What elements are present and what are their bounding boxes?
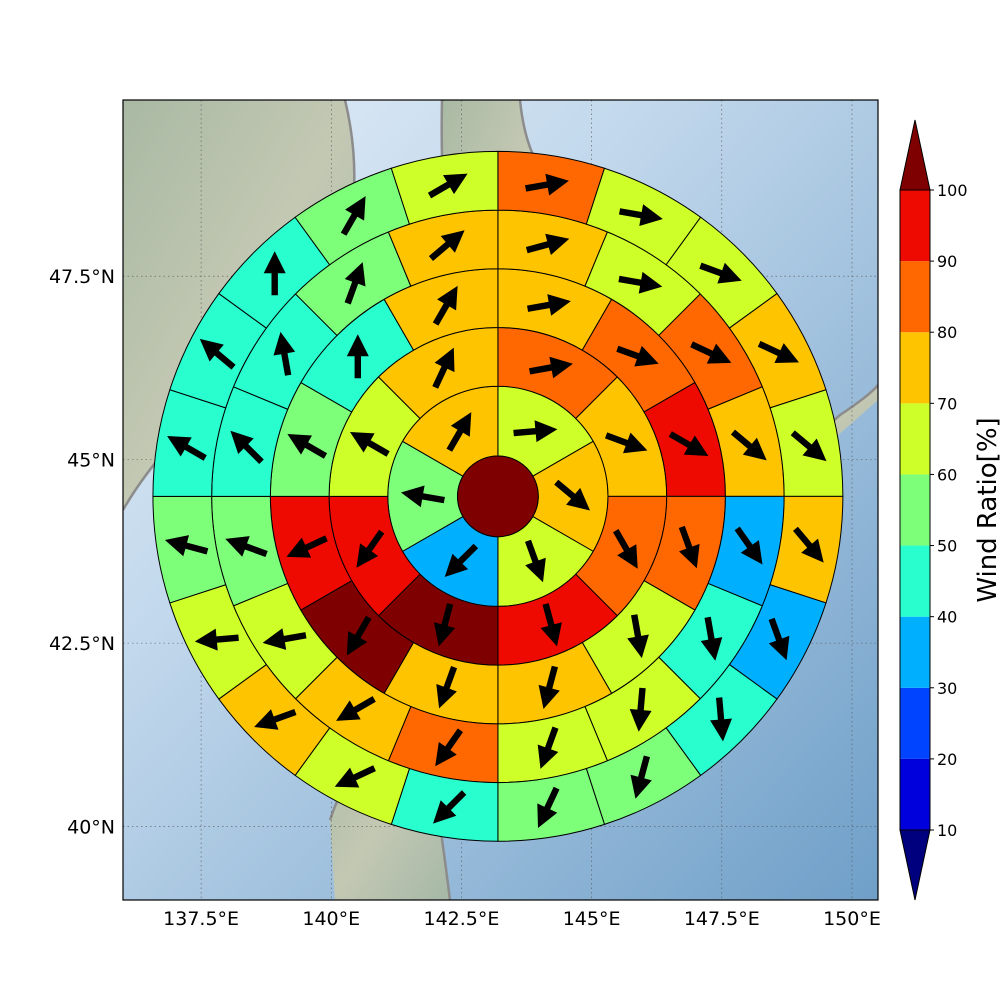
- wind-arrow: [428, 230, 465, 261]
- colorbar-band: [900, 403, 930, 475]
- wind-arrow: [262, 628, 307, 650]
- wind-arrow: [525, 539, 546, 583]
- wind-arrow: [444, 543, 479, 577]
- wind-arrow: [668, 431, 709, 456]
- wind-arrow: [167, 436, 207, 461]
- wind-arrow: [627, 614, 649, 659]
- wind-arrow: [700, 616, 723, 661]
- wind-arrow: [436, 666, 458, 709]
- map-border: [122, 99, 879, 901]
- wind-arrow: [537, 786, 560, 828]
- wind-arrow: [199, 338, 236, 370]
- lat-tick-label: 40°N: [67, 817, 115, 839]
- colorbar-band: [900, 474, 930, 546]
- colorbar-label: Wind Ratio[%]: [973, 417, 1000, 602]
- wind-arrow: [286, 535, 328, 558]
- wind-arrow: [334, 765, 376, 788]
- wind-arrow: [734, 526, 763, 565]
- wind-arrow: [678, 525, 700, 569]
- wind-arrow: [254, 709, 297, 730]
- lat-tick-label: 42.5°N: [49, 633, 115, 655]
- wind-arrow: [273, 331, 296, 376]
- wind-arrow: [194, 628, 239, 651]
- lon-tick-label: 142.5°E: [423, 908, 499, 930]
- wind-arrow: [446, 412, 472, 452]
- wind-arrow: [613, 529, 638, 569]
- wind-arrow: [529, 356, 573, 379]
- wind-arrow: [287, 434, 328, 459]
- wind-arrow: [513, 420, 558, 443]
- wind-arrow: [225, 536, 268, 557]
- wind-arrow: [730, 429, 767, 461]
- colorbar-tick-label: 100: [937, 181, 968, 200]
- colorbar-band: [900, 616, 930, 688]
- wind-arrow: [427, 173, 468, 199]
- wind-arrow: [356, 529, 385, 568]
- lon-tick-label: 150°E: [823, 908, 881, 930]
- wind-arrow: [346, 334, 369, 379]
- wind-arrow: [432, 285, 458, 326]
- wind-arrow: [433, 603, 456, 647]
- wind-arrow: [616, 345, 659, 367]
- colorbar-band: [900, 687, 930, 759]
- wind-arrow: [710, 697, 732, 742]
- wind-arrow: [605, 432, 648, 454]
- colorbar-bottom-extension: [899, 829, 931, 901]
- wind-arrow: [346, 615, 372, 656]
- lon-tick-label: 137.5°E: [163, 908, 239, 930]
- wind-arrow: [433, 790, 467, 824]
- colorbar-tick-label: 10: [937, 821, 957, 840]
- wind-arrow: [540, 603, 562, 647]
- wind-arrow: [618, 271, 663, 294]
- wind-arrow: [164, 535, 209, 557]
- colorbar-tick-label: 60: [937, 465, 957, 484]
- colorbar-top-extension: [899, 119, 931, 191]
- colorbar-tick-label: 70: [937, 394, 957, 413]
- lat-tick-label: 45°N: [67, 450, 115, 472]
- wind-arrow: [435, 728, 463, 767]
- wind-arrow: [340, 196, 366, 236]
- wind-arrow: [793, 526, 824, 563]
- wind-arrow: [538, 665, 560, 709]
- colorbar-tick-label: 80: [937, 323, 957, 342]
- colorbar-tick-label: 30: [937, 679, 957, 698]
- lon-tick-label: 145°E: [563, 908, 621, 930]
- colorbar-band: [900, 261, 930, 333]
- wind-arrow: [525, 233, 570, 255]
- wind-arrow: [768, 617, 790, 661]
- colorbar-band: [900, 190, 930, 262]
- wind-arrow: [336, 696, 376, 721]
- wind-arrow: [432, 347, 455, 389]
- wind-arrow: [527, 294, 571, 316]
- colorbar-tick-label: 20: [937, 750, 957, 769]
- wind-arrow: [344, 262, 366, 305]
- wind-arrow: [690, 341, 732, 364]
- wind-arrow: [699, 262, 742, 284]
- colorbar-tick-label: 90: [937, 252, 957, 271]
- wind-arrow: [554, 479, 590, 511]
- lat-tick-label: 47.5°N: [49, 266, 115, 288]
- wind-arrow: [630, 755, 652, 799]
- wind-arrow: [401, 485, 445, 508]
- colorbar-outline: [899, 189, 931, 831]
- wind-arrow: [757, 340, 799, 363]
- colorbar-tick-label: 40: [937, 608, 957, 627]
- center-cell: [457, 455, 539, 538]
- colorbar-band: [900, 758, 930, 830]
- wind-arrow: [525, 173, 569, 196]
- wind-arrow: [537, 726, 559, 769]
- lon-tick-label: 140°E: [302, 908, 360, 930]
- lon-tick-label: 147.5°E: [684, 908, 760, 930]
- wind-arrow: [230, 430, 264, 464]
- wind-arrow: [619, 204, 663, 226]
- wind-arrow: [263, 251, 286, 296]
- wind-arrow: [350, 432, 390, 457]
- wind-arrow: [790, 430, 827, 462]
- colorbar-band: [900, 545, 930, 617]
- colorbar-tick-label: 50: [937, 537, 957, 556]
- wind-arrow: [629, 687, 652, 732]
- colorbar-band: [900, 332, 930, 404]
